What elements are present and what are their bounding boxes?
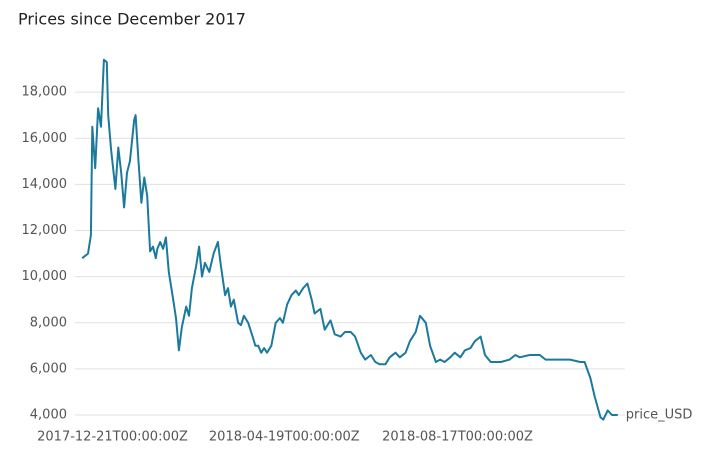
y-tick-label: 4,000 bbox=[30, 408, 67, 423]
price-line bbox=[81, 58, 618, 421]
y-tick-label: 18,000 bbox=[22, 85, 68, 100]
series-label: price_USD bbox=[626, 408, 693, 423]
y-tick-label: 6,000 bbox=[30, 361, 67, 376]
y-tick-label: 16,000 bbox=[22, 131, 68, 146]
y-tick-label: 14,000 bbox=[22, 177, 68, 192]
y-tick-label: 8,000 bbox=[30, 315, 67, 330]
x-tick-label: 2018-08-17T00:00:00Z bbox=[382, 430, 533, 445]
y-tick-label: 12,000 bbox=[22, 223, 68, 238]
x-tick-label: 2017-12-21T00:00:00Z bbox=[37, 430, 188, 445]
y-tick-label: 10,000 bbox=[22, 269, 68, 284]
x-tick-label: 2018-04-19T00:00:00Z bbox=[209, 430, 360, 445]
chart-title: Prices since December 2017 bbox=[18, 10, 246, 29]
